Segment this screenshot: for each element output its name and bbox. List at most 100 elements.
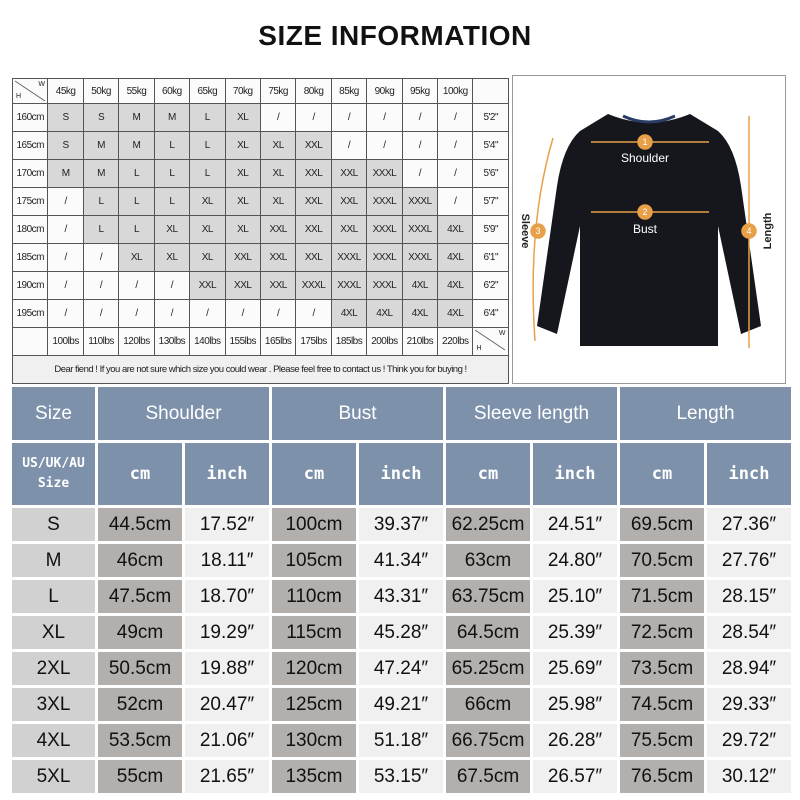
size-cell: / xyxy=(47,243,84,272)
inch-value: 19.88″ xyxy=(185,652,269,685)
size-measurement-table: Size Shoulder Bust Sleeve length Length US/UK… xyxy=(12,387,796,797)
size-cell: XXL xyxy=(330,159,368,188)
size-cell: L xyxy=(82,187,120,216)
header-bust: Bust xyxy=(272,387,443,440)
size-cell: / xyxy=(47,187,84,216)
inch-value: 19.29″ xyxy=(185,616,269,649)
height-weight-size-chart: H W 45kg 50kg 55kg 60kg 65kg 70kg 75kg 80kg 85kg 90… xyxy=(11,78,509,384)
size-cell: XL xyxy=(153,243,191,272)
cm-value: 47.5cm xyxy=(98,580,182,613)
weight-header: 100kg xyxy=(437,78,474,104)
cm-value: 55cm xyxy=(98,760,182,793)
size-cell: XXL xyxy=(295,215,332,244)
size-cell: L xyxy=(153,187,191,216)
inch-value: 25.69″ xyxy=(533,652,617,685)
blank-cell xyxy=(11,327,49,356)
height-row: 170cm M M L L L XL XL XXL XXL XXXL //5'6" xyxy=(11,159,509,188)
size-cell: XXL xyxy=(330,187,368,216)
feet-label: 5'6" xyxy=(472,159,509,188)
size-cell: M xyxy=(82,159,120,188)
size-cell: 4XL xyxy=(437,243,474,272)
size-cell: 4XL xyxy=(401,271,439,300)
weight-header: 70kg xyxy=(224,78,261,104)
size-cell: S xyxy=(82,103,120,132)
pounds-label: 130lbs xyxy=(153,327,191,356)
size-cell: L xyxy=(12,580,95,613)
size-cell: 4XL xyxy=(12,724,95,757)
size-cell: M xyxy=(47,159,84,188)
unit-cm: cm xyxy=(272,443,356,505)
size-cell: / xyxy=(437,131,474,160)
feet-label: 5'4" xyxy=(472,131,509,160)
size-cell: XXL xyxy=(259,243,297,272)
size-cell: L xyxy=(118,187,155,216)
size-cell: XL xyxy=(189,187,226,216)
cm-value: 53.5cm xyxy=(98,724,182,757)
size-cell: 4XL xyxy=(437,215,474,244)
size-cell: / xyxy=(153,271,191,300)
inch-value: 28.54″ xyxy=(707,616,791,649)
size-cell: / xyxy=(437,187,474,216)
inch-value: 27.76″ xyxy=(707,544,791,577)
size-cell: XL xyxy=(189,243,226,272)
cm-value: 62.25cm xyxy=(446,508,530,541)
inch-value: 28.15″ xyxy=(707,580,791,613)
size-cell: XL xyxy=(224,103,261,132)
height-row: 190cm / / / / XXL XXL XXL XXXL XXXL XXXL 4XL 4XL 6'2" xyxy=(11,271,509,300)
size-cell: XL xyxy=(189,215,226,244)
size-cell: L xyxy=(82,215,120,244)
contact-note: Dear fiend ! If you are not sure which s… xyxy=(12,355,509,384)
cm-value: 105cm xyxy=(272,544,356,577)
shoulder-label: Shoulder xyxy=(621,151,669,165)
inch-value: 43.31″ xyxy=(359,580,443,613)
cm-value: 74.5cm xyxy=(620,688,704,721)
feet-label: 5'9" xyxy=(472,215,509,244)
size-cell: M xyxy=(118,103,155,132)
inch-value: 20.47″ xyxy=(185,688,269,721)
size-cell: / xyxy=(366,103,403,132)
cm-value: 125cm xyxy=(272,688,356,721)
size-cell: M xyxy=(118,131,155,160)
size-cell: XXL xyxy=(295,131,332,160)
cm-value: 73.5cm xyxy=(620,652,704,685)
size-cell: L xyxy=(118,159,155,188)
cm-value: 70.5cm xyxy=(620,544,704,577)
size-cell: S xyxy=(47,131,84,160)
pounds-label: 120lbs xyxy=(118,327,155,356)
header-size: Size xyxy=(12,387,95,440)
weight-header: 95kg xyxy=(401,78,439,104)
inch-value: 27.36″ xyxy=(707,508,791,541)
pounds-label: 100lbs xyxy=(47,327,84,356)
size-cell: XXL xyxy=(259,271,297,300)
size-cell: 3XL xyxy=(12,688,95,721)
size-cell: XXXL xyxy=(401,215,439,244)
pounds-label: 175lbs xyxy=(295,327,332,356)
inch-value: 45.28″ xyxy=(359,616,443,649)
size-cell: / xyxy=(189,299,226,328)
inch-value: 18.11″ xyxy=(185,544,269,577)
cm-value: 64.5cm xyxy=(446,616,530,649)
inch-value: 47.24″ xyxy=(359,652,443,685)
unit-cm: cm xyxy=(446,443,530,505)
size-cell: XXXL xyxy=(366,271,403,300)
inch-value: 18.70″ xyxy=(185,580,269,613)
size-cell: XXL xyxy=(189,271,226,300)
cm-value: 44.5cm xyxy=(98,508,182,541)
size-cell: XXXL xyxy=(330,271,368,300)
inch-value: 30.12″ xyxy=(707,760,791,793)
size-cell: L xyxy=(153,131,191,160)
size-cell: / xyxy=(295,299,332,328)
cm-value: 50.5cm xyxy=(98,652,182,685)
size-cell: XXL xyxy=(259,215,297,244)
size-cell: XXXL xyxy=(366,215,403,244)
cm-value: 110cm xyxy=(272,580,356,613)
size-cell: L xyxy=(189,103,226,132)
feet-label: 6'1" xyxy=(472,243,509,272)
weight-header: 60kg xyxy=(153,78,191,104)
cm-value: 115cm xyxy=(272,616,356,649)
size-cell: XXL xyxy=(224,271,261,300)
inch-value: 25.10″ xyxy=(533,580,617,613)
pounds-label: 200lbs xyxy=(366,327,403,356)
